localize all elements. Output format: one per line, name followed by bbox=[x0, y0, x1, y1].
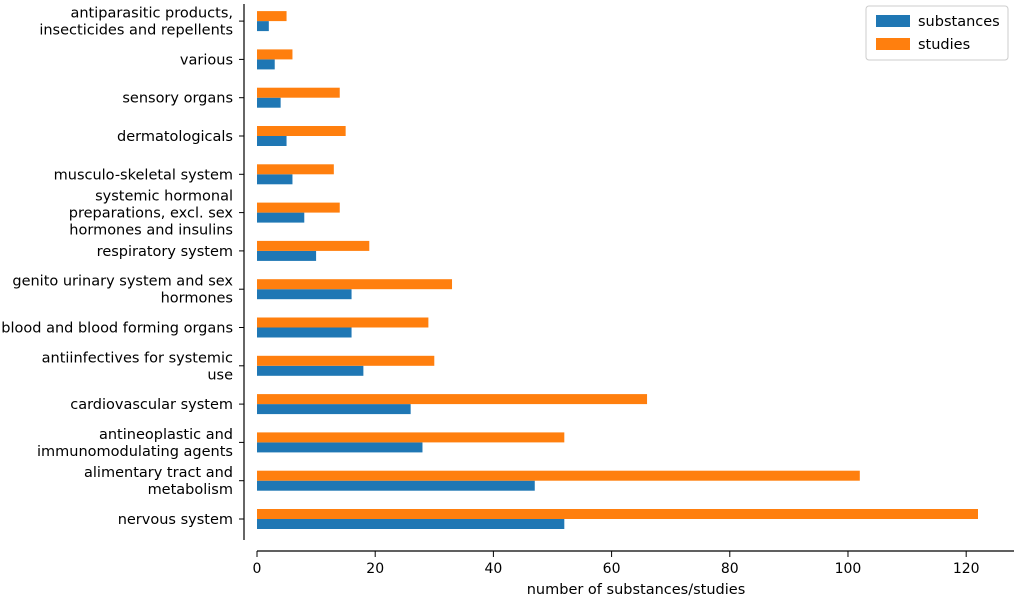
category-label-line: sensory organs bbox=[122, 91, 233, 107]
legend-swatch-substances bbox=[876, 15, 910, 27]
legend-label-studies: studies bbox=[918, 37, 970, 53]
x-tick-label-120: 120 bbox=[953, 561, 980, 577]
x-tick-label-40: 40 bbox=[484, 561, 502, 577]
category-label-line: respiratory system bbox=[97, 244, 233, 260]
category-label-systemic-hormonal-preparations-excl-sex-hormones-and-insulins: systemic hormonal preparations, excl. sex… bbox=[69, 189, 234, 239]
legend-swatch-studies bbox=[876, 38, 910, 50]
category-label-respiratory-system: respiratory system bbox=[97, 244, 233, 260]
bar-substances-cardiovascular-system bbox=[257, 404, 411, 415]
category-label-musculo-skeletal-system: musculo-skeletal system bbox=[54, 167, 233, 183]
category-label-line: antineoplastic and bbox=[99, 427, 233, 443]
bar-substances-respiratory-system bbox=[257, 250, 317, 261]
bar-studies-dermatologicals bbox=[257, 126, 346, 136]
category-label-sensory-organs: sensory organs bbox=[122, 91, 233, 107]
category-label-line: dermatologicals bbox=[117, 129, 233, 145]
legend-label-substances: substances bbox=[918, 14, 1000, 30]
category-label-line: alimentary tract and bbox=[84, 465, 233, 481]
bar-substances-various bbox=[257, 59, 275, 70]
category-label-alimentary-tract-and-metabolism: alimentary tract and metabolism bbox=[84, 465, 233, 498]
category-label-line: hormones and insulins bbox=[69, 223, 233, 239]
bar-studies-sensory-organs bbox=[257, 87, 340, 98]
x-tick-label-0: 0 bbox=[253, 561, 262, 577]
bar-studies-respiratory-system bbox=[257, 240, 370, 251]
bar-studies-various bbox=[257, 49, 293, 60]
bar-substances-blood-and-blood-forming-organs bbox=[257, 327, 352, 338]
category-label-line: blood and blood forming organs bbox=[1, 321, 233, 337]
bar-studies-systemic-hormonal-preparations-excl-sex-hormones-and-insulins bbox=[257, 202, 340, 213]
category-label-line: use bbox=[207, 367, 233, 383]
x-tick-label-80: 80 bbox=[721, 561, 739, 577]
bar-substances-alimentary-tract-and-metabolism bbox=[257, 480, 535, 491]
legend: substances studies bbox=[865, 5, 1009, 61]
bar-substances-dermatologicals bbox=[257, 136, 287, 146]
category-label-line: nervous system bbox=[118, 512, 233, 528]
bar-studies-musculo-skeletal-system bbox=[257, 164, 334, 175]
x-tick-label-60: 60 bbox=[603, 561, 621, 577]
bar-studies-antiparasitic-products-insecticides-and-repellents bbox=[257, 11, 287, 22]
category-label-cardiovascular-system: cardiovascular system bbox=[70, 397, 233, 413]
bar-substances-sensory-organs bbox=[257, 97, 281, 108]
category-label-line: insecticides and repellents bbox=[39, 23, 233, 39]
category-label-various: various bbox=[180, 52, 233, 68]
category-label-line: antiparasitic products, bbox=[70, 6, 233, 22]
bars-group bbox=[257, 11, 978, 529]
category-label-line: cardiovascular system bbox=[70, 397, 233, 413]
bar-studies-cardiovascular-system bbox=[257, 394, 648, 405]
bar-substances-systemic-hormonal-preparations-excl-sex-hormones-and-insulins bbox=[257, 212, 305, 223]
bar-studies-nervous-system bbox=[257, 509, 978, 519]
category-label-antineoplastic-and-immunomodulating-agents: antineoplastic and immunomodulating agent… bbox=[37, 427, 233, 460]
bar-studies-alimentary-tract-and-metabolism bbox=[257, 470, 860, 481]
bar-substances-genito-urinary-system-and-sex-hormones bbox=[257, 289, 352, 300]
bar-studies-antineoplastic-and-immunomodulating-agents bbox=[257, 432, 565, 443]
category-label-line: metabolism bbox=[148, 482, 233, 498]
category-labels: nervous system alimentary tract and metabo… bbox=[1, 6, 244, 528]
x-tick-label-20: 20 bbox=[366, 561, 384, 577]
category-label-nervous-system: nervous system bbox=[118, 512, 233, 528]
category-label-line: antiinfectives for systemic bbox=[42, 350, 233, 366]
x-ticks: 0 20 40 60 80 100 120 bbox=[253, 551, 980, 577]
bar-substances-antiparasitic-products-insecticides-and-repellents bbox=[257, 21, 269, 32]
bar-substances-antineoplastic-and-immunomodulating-agents bbox=[257, 442, 423, 453]
category-label-line: preparations, excl. sex bbox=[69, 206, 234, 222]
bar-studies-blood-and-blood-forming-organs bbox=[257, 317, 429, 328]
bar-substances-musculo-skeletal-system bbox=[257, 174, 293, 185]
category-label-antiinfectives-for-systemic-use: antiinfectives for systemic use bbox=[42, 350, 233, 383]
category-label-antiparasitic-products-insecticides-and-repellents: antiparasitic products, insecticides and … bbox=[39, 6, 233, 39]
category-label-blood-and-blood-forming-organs: blood and blood forming organs bbox=[1, 321, 233, 337]
category-label-dermatologicals: dermatologicals bbox=[117, 129, 233, 145]
bar-substances-antiinfectives-for-systemic-use bbox=[257, 365, 364, 376]
category-label-line: immunomodulating agents bbox=[37, 444, 233, 460]
category-label-line: hormones bbox=[161, 291, 233, 307]
x-axis-title: number of substances/studies bbox=[527, 582, 746, 598]
bar-substances-nervous-system bbox=[257, 519, 565, 529]
bar-studies-genito-urinary-system-and-sex-hormones bbox=[257, 279, 453, 290]
category-label-line: musculo-skeletal system bbox=[54, 167, 233, 183]
category-label-genito-urinary-system-and-sex-hormones: genito urinary system and sex hormones bbox=[12, 274, 233, 307]
bar-studies-antiinfectives-for-systemic-use bbox=[257, 355, 435, 366]
x-tick-label-100: 100 bbox=[835, 561, 862, 577]
category-label-line: systemic hormonal bbox=[95, 189, 233, 205]
category-label-line: genito urinary system and sex bbox=[12, 274, 233, 290]
category-label-line: various bbox=[180, 52, 233, 68]
